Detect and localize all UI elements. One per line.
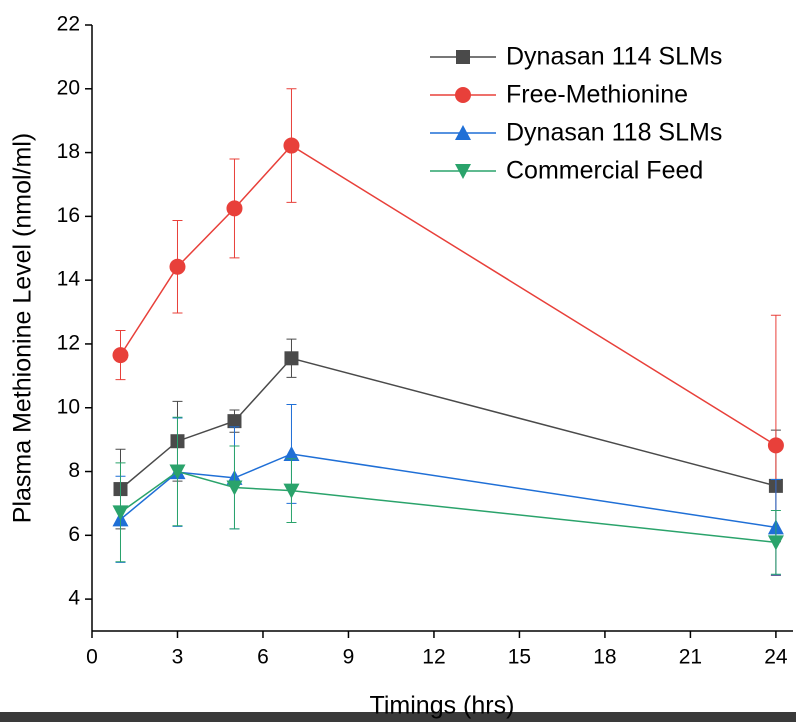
series-line (120, 470, 776, 544)
y-tick-label: 4 (68, 587, 80, 610)
marker (283, 483, 300, 499)
x-tick-label: 6 (257, 646, 269, 669)
marker (455, 164, 471, 179)
y-tick-label: 6 (68, 523, 80, 546)
y-axis-title: Plasma Methionine Level (nmol/ml) (9, 133, 37, 523)
marker (455, 87, 471, 103)
y-tick-label: 16 (57, 204, 80, 227)
x-tick-label: 15 (508, 646, 531, 669)
marker (226, 200, 243, 217)
series-line (120, 453, 777, 529)
marker (767, 535, 784, 551)
marker (455, 125, 471, 140)
y-tick-label: 18 (57, 140, 80, 163)
legend-label: Free-Methionine (506, 81, 688, 109)
x-tick-label: 21 (679, 646, 702, 669)
marker (456, 50, 470, 64)
photo-strip (0, 712, 796, 722)
x-tick-label: 0 (86, 646, 98, 669)
y-tick-label: 8 (68, 459, 80, 482)
marker (112, 505, 129, 521)
x-tick-label: 12 (422, 646, 445, 669)
x-axis-title: Timings (hrs) (370, 692, 515, 720)
y-tick-label: 10 (57, 395, 80, 418)
y-tick-label: 14 (57, 268, 81, 291)
marker (283, 445, 300, 461)
y-tick-label: 20 (57, 76, 80, 99)
legend-label: Dynasan 114 SLMs (506, 43, 722, 71)
x-tick-label: 24 (764, 646, 788, 669)
y-tick-label: 12 (57, 331, 80, 354)
legend-label: Dynasan 118 SLMs (506, 119, 722, 147)
x-tick-label: 3 (172, 646, 184, 669)
series-line (120, 357, 777, 490)
x-tick-label: 9 (343, 646, 355, 669)
y-tick-label: 22 (57, 13, 80, 36)
marker (169, 258, 186, 275)
marker (112, 347, 129, 364)
marker (284, 351, 299, 366)
marker (767, 437, 784, 454)
legend-label: Commercial Feed (506, 157, 703, 185)
marker (283, 137, 300, 154)
x-tick-label: 18 (593, 646, 616, 669)
series-line (119, 144, 777, 447)
marker (226, 480, 243, 496)
marker (169, 464, 186, 480)
marker (227, 414, 242, 429)
